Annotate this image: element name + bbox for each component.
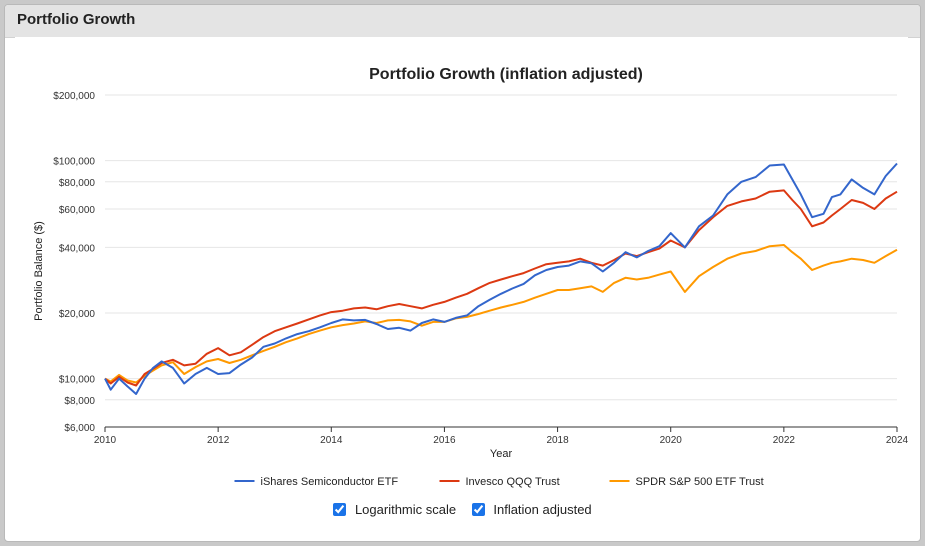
y-tick-label: $10,000: [59, 375, 96, 386]
x-tick-label: 2010: [94, 435, 117, 446]
series-line-2: [104, 189, 898, 387]
panel-title: Portfolio Growth: [17, 11, 136, 28]
series-line-3: [104, 244, 898, 384]
inflation-option[interactable]: Inflation adjusted: [471, 502, 592, 518]
chart-area: Portfolio Growth (inflation adjusted) $6,…: [15, 37, 908, 532]
x-tick-label: 2018: [546, 435, 569, 446]
y-tick-label: $80,000: [59, 178, 96, 189]
legend-label: Invesco QQQ Trust: [466, 476, 560, 488]
y-tick-label: $100,000: [53, 157, 95, 168]
log-scale-option[interactable]: Logarithmic scale: [333, 502, 456, 517]
y-tick-label: $8,000: [64, 396, 95, 407]
x-tick-label: 2012: [207, 435, 230, 446]
series-line-1: [104, 162, 898, 395]
y-tick-label: $6,000: [64, 423, 95, 434]
x-tick-label: 2022: [773, 435, 796, 446]
x-tick-label: 2014: [320, 435, 343, 446]
panel-header: Portfolio Growth: [5, 5, 920, 38]
x-tick-label: 2016: [433, 435, 456, 446]
chart-title: Portfolio Growth (inflation adjusted): [369, 66, 643, 83]
inflation-adjusted-checkbox[interactable]: [471, 503, 485, 517]
inflation-adjusted-label: Inflation adjusted: [493, 502, 592, 518]
log-scale-checkbox[interactable]: [333, 503, 347, 517]
portfolio-growth-chart: Portfolio Growth (inflation adjusted) $6,…: [33, 66, 908, 488]
portfolio-growth-panel: Portfolio Growth Portfolio Growth (infla…: [4, 4, 921, 542]
y-tick-label: $40,000: [59, 243, 96, 254]
legend-label: SPDR S&P 500 ETF Trust: [636, 476, 764, 488]
chart-options: Logarithmic scale Inflation adjusted: [5, 501, 920, 525]
y-tick-label: $60,000: [59, 205, 96, 216]
log-scale-label: Logarithmic scale: [354, 502, 457, 518]
y-tick-label: $20,000: [59, 309, 96, 320]
x-tick-label: 2024: [886, 435, 908, 446]
y-tick-label: $200,000: [53, 91, 95, 102]
legend-label: iShares Semiconductor ETF: [261, 476, 399, 488]
x-tick-label: 2020: [660, 435, 683, 446]
x-axis-label: Year: [490, 448, 513, 460]
y-axis-label: Portfolio Balance ($): [33, 221, 45, 321]
